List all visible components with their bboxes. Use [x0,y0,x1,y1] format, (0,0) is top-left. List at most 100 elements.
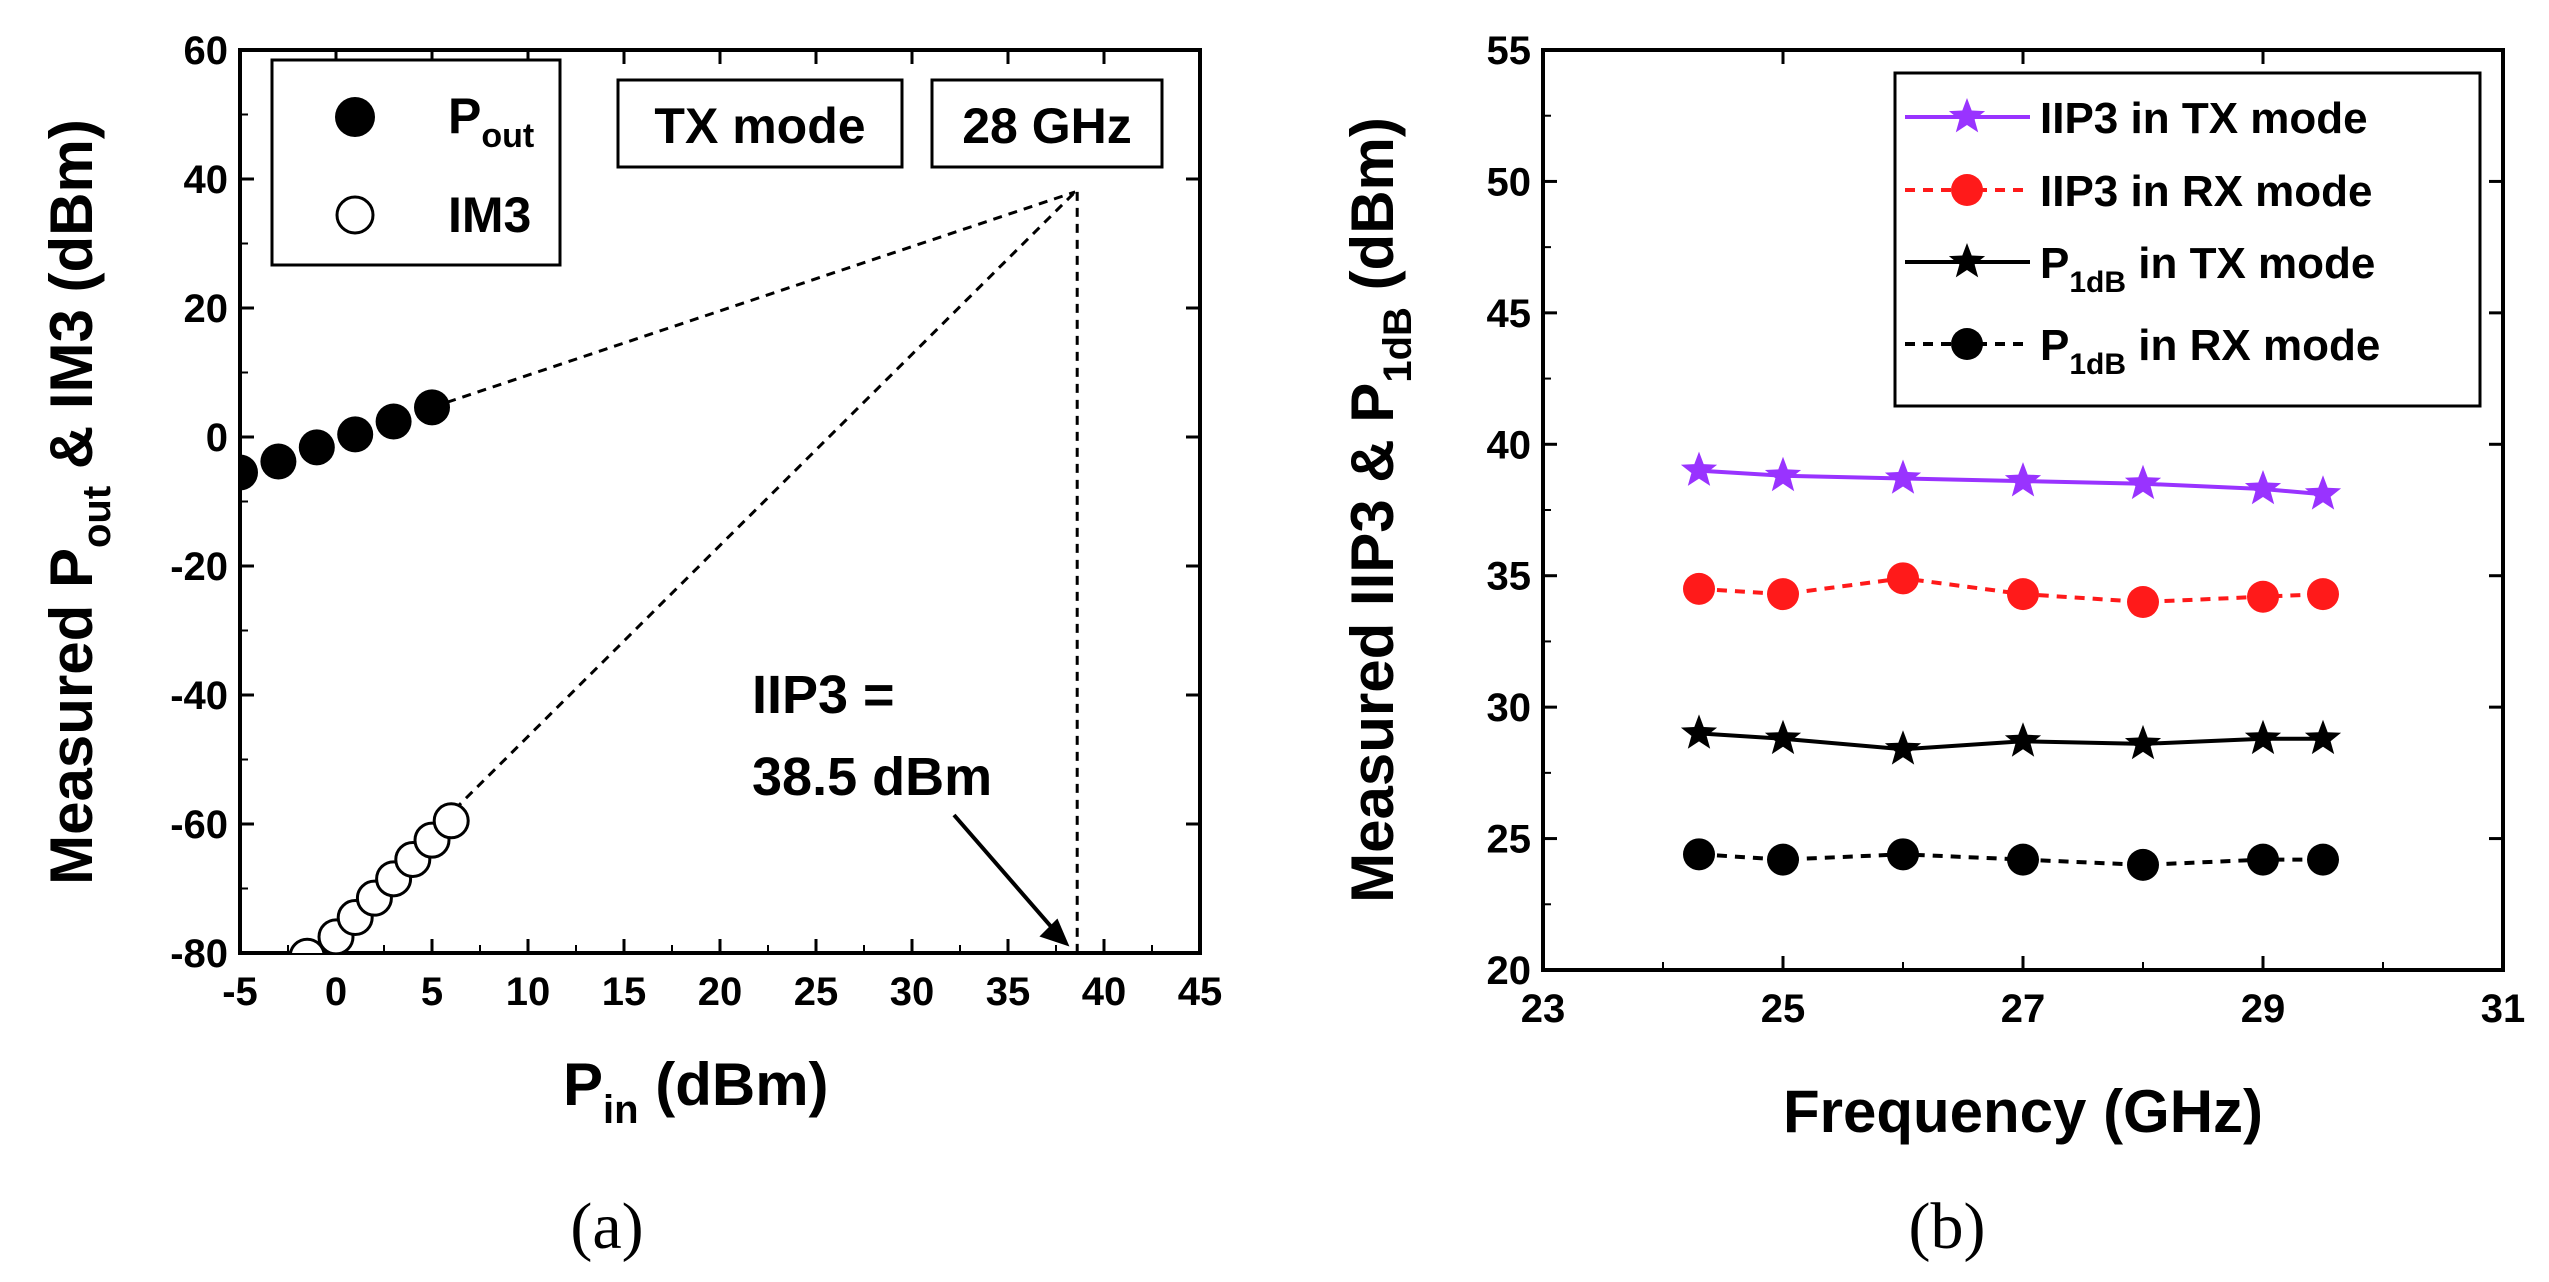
chart-a-x-axis-unit: (dBm) [639,1051,829,1118]
series-2-star-point [2124,724,2162,760]
chart-a-ytick-label: 40 [184,158,229,202]
legend-0-label: IIP3 in TX mode [2040,94,2368,143]
legend-3-circle-icon [1951,328,1983,360]
chart-b-xtick-label: 29 [2241,987,2286,1031]
series-2-star-point [1680,714,1718,749]
legend-2-star-icon [1948,243,1986,278]
series-0-star-point [1680,451,1718,486]
chart-a-ytick-label: -40 [170,674,228,718]
chart-b: 23 25 27 29 31 20 25 30 35 40 45 50 55 IIP3 in TX mod… [1339,29,2525,1263]
legend-pout-subscript: out [481,117,534,155]
series-2-star-point [1764,719,1802,755]
pout-point [337,416,374,453]
series-3-circle-point [2127,848,2159,881]
chart-a-ytick-label: -80 [170,932,228,976]
series-2-star-point [1884,730,1922,765]
chart-a-plot-area [240,190,1079,953]
chart-a-xtick-label: 15 [602,970,647,1014]
chart-a-xtick-label: 5 [421,970,443,1014]
legend-1-circle-icon [1951,174,1983,206]
legend-0-star-icon [1948,98,1986,133]
series-3-circle-point [2307,843,2339,876]
chart-b-ytick-label: 35 [1487,555,1532,599]
series-1-circle-point [1887,562,1919,595]
chart-a-ytick-label: 0 [206,416,228,460]
iip3-annotation-line2: 38.5 dBm [752,747,992,807]
series-0-star-point [2004,462,2042,497]
chart-a-xtick-label: 35 [986,970,1031,1014]
chart-b-ytick-label: 55 [1487,29,1532,73]
pout-point [375,403,412,440]
chart-b-plot-area [1680,451,2342,881]
series-1-circle-point [2127,586,2159,618]
chart-a-x-axis-label: Pin (dBm) [563,1051,829,1132]
iip3-arrow-head [1039,918,1070,947]
caption-a: (a) [570,1190,643,1263]
series-3-circle-point [2007,843,2039,876]
im3-point [432,802,470,840]
chart-a-xtick-label: 0 [325,970,347,1014]
chart-a-ytick-label: 60 [184,29,229,73]
chart-a-xtick-label: 25 [794,970,839,1014]
series-3-circle-point [1887,838,1919,871]
chart-a-xtick-label: 40 [1082,970,1127,1014]
chart-b-y-axis-subscript: 1dB [1376,307,1420,383]
freq-label: 28 GHz [962,98,1132,154]
series-0-star-point [2244,470,2282,505]
im3-point [288,937,326,953]
legend-im3-label: IM3 [448,187,531,243]
chart-a-y-axis-label: Measured Pout & IM3 (dBm) [38,119,119,885]
chart-b-xtick-label: 27 [2001,987,2046,1031]
chart-a-xtick-label: 30 [890,970,935,1014]
legend-2-subscript: 1dB [2069,266,2126,299]
pout-point [414,389,450,426]
series-0-star-point [2124,464,2162,500]
chart-a-y-axis-tail: & IM3 (dBm) [38,119,105,486]
tx-mode-box [616,78,904,169]
series-1-circle-point [2247,580,2279,613]
series-3-circle-point [1767,843,1799,876]
chart-a-ytick-label: -20 [170,545,228,589]
legend-1-label: IIP3 in RX mode [2040,167,2373,216]
chart-a-xtick-label: 20 [698,970,743,1014]
series-3-circle-point [1683,838,1715,871]
series-1-circle-point [1767,578,1799,611]
chart-a-xtick-label: 45 [1178,970,1223,1014]
series-0-star-point [1764,456,1802,492]
chart-b-xtick-label: 31 [2481,987,2526,1031]
series-3-circle-point [2247,843,2279,876]
legend-open-circle-icon [335,195,375,235]
chart-b-y-axis-label: Measured IIP3 & P1dB (dBm) [1339,117,1420,903]
series-1-circle-point [2307,578,2339,611]
chart-b-xtick-label: 23 [1521,987,1566,1031]
chart-b-xtick-label: 25 [1761,987,1806,1031]
chart-b-ytick-label: 25 [1487,818,1532,862]
caption-b: (b) [1909,1190,1986,1263]
series-1-circle-point [1683,572,1715,605]
legend-filled-circle-icon [335,97,375,137]
chart-a-y-axis-subscript: out [75,486,119,548]
freq-box [930,78,1164,169]
iip3-annotation-line1: IIP3 = [752,665,895,725]
chart-a-legend-box [270,58,562,267]
chart-a-xtick-label: -5 [222,970,258,1014]
legend-3-tail: in RX mode [2126,321,2380,370]
chart-a-ytick-label: 20 [184,287,229,331]
legend-3-subscript: 1dB [2069,348,2126,381]
chart-b-y-axis-tail: (dBm) [1339,117,1406,307]
tx-mode-label: TX mode [654,98,865,154]
series-0-star-point [1884,459,1922,494]
iip3-arrow-line [952,813,1063,940]
series-0-star-point [2304,475,2342,510]
chart-b-ytick-label: 20 [1487,949,1532,993]
pout-point [298,429,335,466]
chart-a: -5 0 5 10 15 20 25 30 35 40 45 -80 -60 -40 -20 0 20 40 60 P… [38,29,1222,1263]
pout-point [260,443,297,480]
chart-a-x-axis-subscript: in [603,1088,639,1132]
chart-b-ytick-label: 45 [1487,292,1532,336]
series-2-star-point [2244,719,2282,755]
chart-b-ytick-label: 30 [1487,686,1532,730]
pout-point [240,454,258,491]
pout-extrapolation-line [431,190,1076,409]
